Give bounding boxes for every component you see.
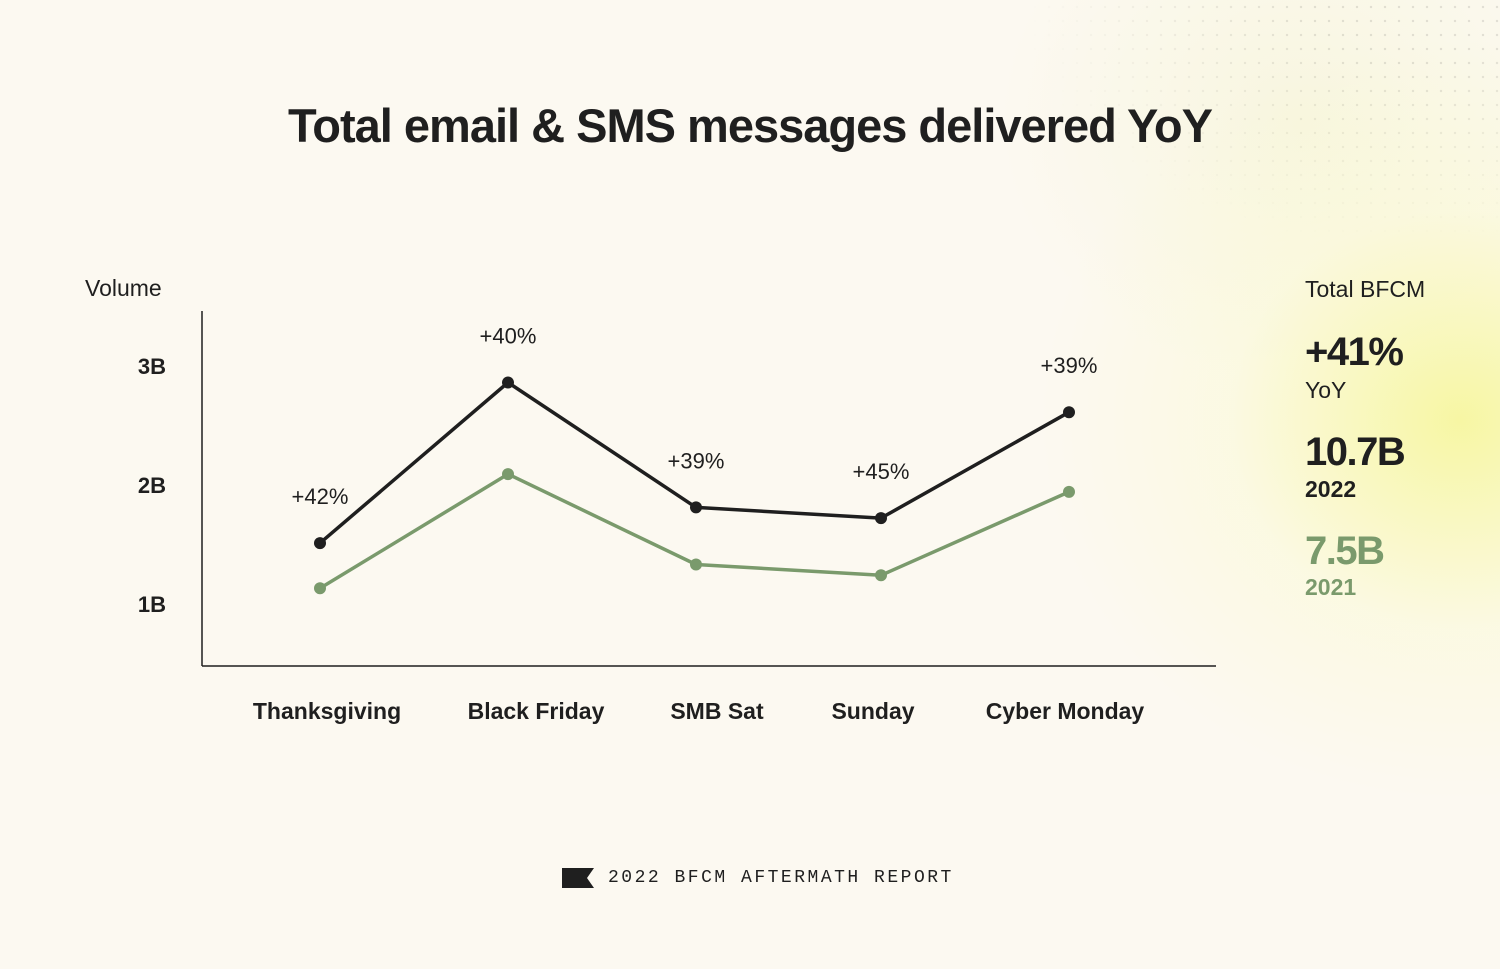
footer: 2022 BFCM AFTERMATH REPORT xyxy=(562,866,954,890)
yoy-change-label-3: +45% xyxy=(853,459,910,484)
data-point-2022-1 xyxy=(502,376,514,389)
x-tick-label-layer: Thanksgiving Black Friday SMB Sat Sunday Cyb… xyxy=(253,698,1145,724)
yoy-change-label-4: +39% xyxy=(1041,353,1098,378)
x-tick-label-3: Sunday xyxy=(831,698,914,724)
y-tick-label-1b: 1B xyxy=(137,592,166,617)
data-point-2021-1 xyxy=(502,468,514,481)
flag-logo-icon xyxy=(562,868,594,888)
summary-2021-label: 2021 xyxy=(1305,574,1357,600)
yoy-change-label-2: +39% xyxy=(668,448,725,473)
y-tick-label-2b: 2B xyxy=(137,473,166,498)
data-point-2022-2 xyxy=(690,501,702,514)
data-point-2021-3 xyxy=(875,569,887,582)
footer-text: 2022 BFCM AFTERMATH REPORT xyxy=(608,868,954,888)
y-tick-label-3b: 3B xyxy=(137,354,166,379)
summary-yoy-label: YoY xyxy=(1305,377,1347,403)
data-point-2022-4 xyxy=(1063,406,1075,419)
x-tick-label-0: Thanksgiving xyxy=(253,698,401,724)
yoy-change-label-1: +40% xyxy=(480,324,537,349)
data-point-2022-3 xyxy=(875,512,887,525)
x-tick-label-1: Black Friday xyxy=(468,698,605,724)
series-layer xyxy=(314,376,1075,595)
summary-title: Total BFCM xyxy=(1305,276,1426,302)
chart-title: Total email & SMS messages delivered YoY xyxy=(288,99,1213,152)
x-tick-label-2: SMB Sat xyxy=(670,698,764,724)
data-point-2022-0 xyxy=(314,537,326,550)
summary-2022-label: 2022 xyxy=(1305,476,1357,502)
summary-2022-total: 10.7B xyxy=(1305,430,1406,474)
yoy-change-label-0: +42% xyxy=(292,484,349,509)
data-point-2021-0 xyxy=(314,582,326,595)
summary-yoy-value: +41% xyxy=(1305,330,1404,374)
data-point-2021-2 xyxy=(690,558,702,571)
data-point-2021-4 xyxy=(1063,485,1075,498)
annotation-layer: +42% +40% +39% +45% +39% xyxy=(292,324,1098,510)
x-tick-label-4: Cyber Monday xyxy=(986,698,1145,724)
series-line-2021 xyxy=(319,472,1070,590)
summary-2021-total: 7.5B xyxy=(1305,529,1385,573)
y-axis-title: Volume xyxy=(85,275,162,301)
